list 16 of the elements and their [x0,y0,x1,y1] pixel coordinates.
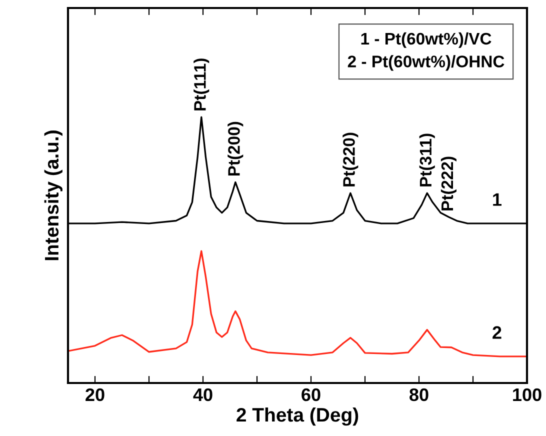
series-label: 2 [492,326,502,339]
x-axis-title: 2 Theta (Deg) [236,407,358,426]
annotation: Pt(222) [440,156,456,210]
annotation: Pt(111) [194,58,210,110]
x-tick-label: 100 [513,388,542,402]
x-tick-label: 60 [302,388,320,402]
text: 1 - Pt(60wt%)/VC [361,32,492,48]
text: 2 - Pt(60wt%)/OHNC [348,55,504,71]
annotation: Pt(311) [419,134,435,186]
x-tick-label: 20 [86,388,104,402]
annotation: Pt(200) [228,122,244,176]
x-tick-label: 80 [410,388,428,402]
series-label: 1 [493,193,502,206]
y-axis-title: Intensity (a.u.) [44,130,62,260]
annotation: Pt(220) [342,132,358,186]
x-tick-label: 40 [193,388,212,402]
